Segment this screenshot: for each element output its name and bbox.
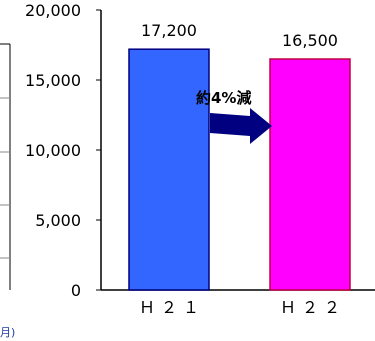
decrease-annotation: 約4%減 — [196, 89, 251, 107]
category-label: Ｈ２１ — [139, 298, 205, 317]
y-tick-label: 15,000 — [25, 71, 81, 90]
y-tick-label: 20,000 — [25, 1, 81, 20]
left-panel-fragment: 月) — [0, 43, 15, 339]
category-labels: Ｈ２１ Ｈ２２ — [139, 298, 346, 317]
category-label: Ｈ２２ — [280, 298, 346, 317]
y-tick-label: 0 — [71, 281, 81, 300]
bar — [269, 58, 351, 291]
bar-value-label: 16,500 — [282, 31, 338, 50]
bar-value-label: 17,200 — [141, 21, 197, 40]
bars: 17,200 16,500 — [128, 21, 351, 291]
left-fragment-text: 月) — [0, 326, 15, 339]
y-axis-ticks: 0 5,000 10,000 15,000 20,000 — [25, 1, 101, 300]
y-tick-label: 10,000 — [25, 141, 81, 160]
bar — [128, 48, 210, 291]
y-tick-label: 5,000 — [35, 211, 81, 230]
decrease-arrow — [210, 108, 272, 144]
